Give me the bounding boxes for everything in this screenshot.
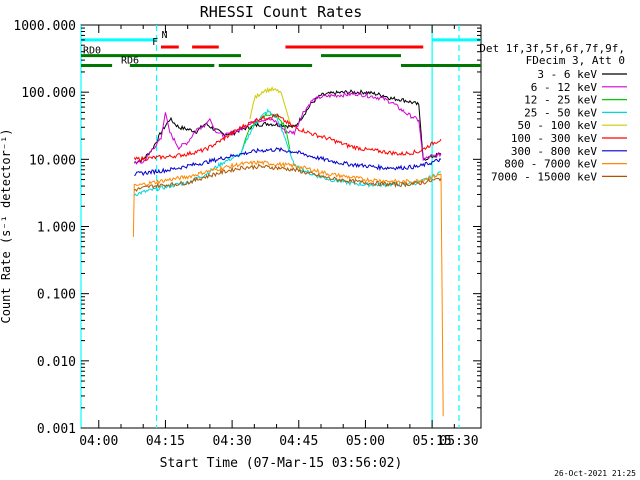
- x-tick-label: 05:15: [413, 434, 452, 449]
- legend-label-4: 50 - 100 keV: [518, 119, 598, 132]
- y-tick-label: 100.000: [21, 86, 76, 101]
- y-tick-label: 1000.000: [13, 19, 76, 34]
- legend-label-6: 300 - 800 keV: [511, 145, 597, 158]
- legend-label-2: 12 - 25 keV: [524, 94, 597, 107]
- legend-label-5: 100 - 300 keV: [511, 132, 597, 145]
- state-bar-label-n: N: [162, 30, 168, 41]
- x-tick-label: 05:00: [346, 434, 385, 449]
- series-line-0: [134, 89, 442, 164]
- y-tick-label: 1.000: [37, 221, 76, 236]
- legend-label-8: 7000 - 15000 keV: [491, 170, 597, 183]
- series-line-4: [249, 86, 291, 123]
- series-line-1: [133, 91, 442, 165]
- x-tick-label: 05:30: [439, 434, 478, 449]
- state-bar-label-rd6: RD6: [121, 55, 139, 66]
- series-line-7: [132, 159, 444, 417]
- vertical-markers: [80, 25, 460, 428]
- x-tick-label: 04:00: [79, 434, 118, 449]
- legend-label-0: 3 - 6 keV: [537, 68, 597, 81]
- chart-title: RHESSI Count Rates: [200, 3, 363, 21]
- state-bar-label-f: F: [152, 37, 158, 48]
- series-line-6: [134, 147, 442, 177]
- plot-frame: [80, 24, 482, 429]
- y-tick-label: 0.100: [37, 288, 76, 303]
- state-bar-label-rd0: RD0: [83, 46, 101, 57]
- y-tick-label: 0.010: [37, 355, 76, 370]
- series-line-2: [240, 113, 291, 155]
- y-tick-label: 10.000: [29, 153, 76, 168]
- state-bars: NF RD0 RD6: [81, 30, 481, 67]
- series-lines: [132, 86, 444, 417]
- y-axis-label: Count Rate (s⁻¹ detector⁻¹): [0, 128, 13, 323]
- y-tick-label: 0.001: [37, 422, 76, 437]
- legend-label-7: 800 - 7000 keV: [504, 158, 597, 171]
- x-tick-label: 04:15: [146, 434, 185, 449]
- legend-label-3: 25 - 50 keV: [524, 106, 597, 119]
- axes: 0.001 0.010 0.100 1.000 10.000 100.000 1000.00…: [13, 19, 481, 449]
- series-line-5: [133, 113, 442, 162]
- legend-header-line-1: Det 1f,3f,5f,6f,7f,9f,: [479, 42, 625, 55]
- x-tick-label: 04:30: [213, 434, 252, 449]
- x-axis-label: Start Time (07-Mar-15 03:56:02): [160, 456, 403, 471]
- series-line-8: [134, 163, 442, 192]
- legend-header-line-2: FDecim 3, Att 0: [526, 54, 625, 67]
- legend-label-1: 6 - 12 keV: [531, 81, 598, 94]
- x-tick-label: 04:45: [279, 434, 318, 449]
- footer-timestamp: 26-Oct-2021 21:25: [554, 469, 636, 478]
